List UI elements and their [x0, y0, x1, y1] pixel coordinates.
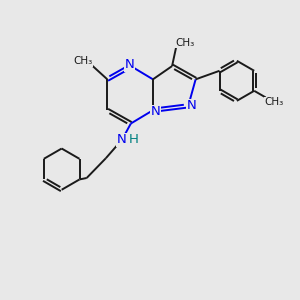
- Text: N: N: [117, 133, 127, 146]
- Text: CH₃: CH₃: [73, 56, 92, 66]
- Text: N: N: [187, 99, 197, 112]
- Text: H: H: [128, 133, 138, 146]
- Text: N: N: [125, 58, 135, 71]
- Text: CH₃: CH₃: [175, 38, 194, 47]
- Text: N: N: [150, 105, 160, 118]
- Text: CH₃: CH₃: [264, 97, 284, 107]
